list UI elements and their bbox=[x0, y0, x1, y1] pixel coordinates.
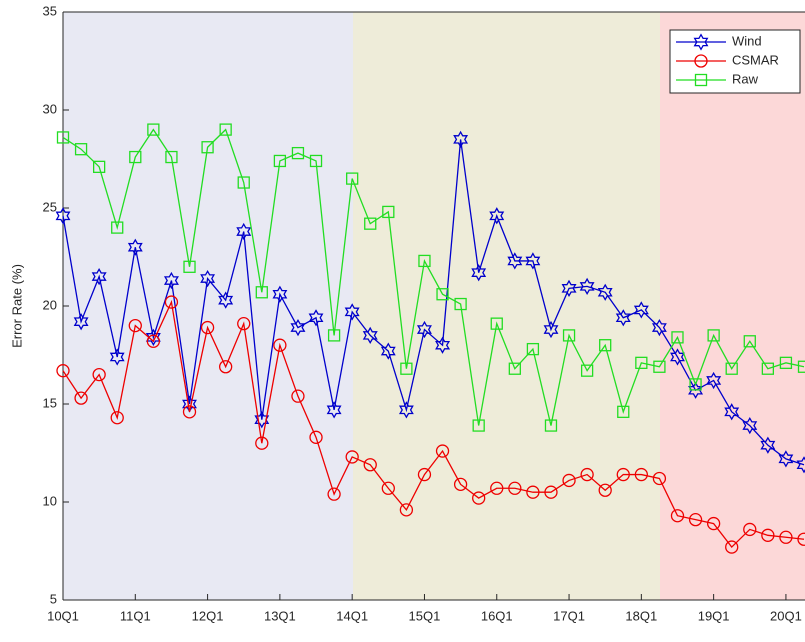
y-tick-label: 5 bbox=[50, 591, 57, 606]
x-tick-label: 15Q1 bbox=[409, 608, 441, 623]
x-tick-label: 18Q1 bbox=[625, 608, 657, 623]
legend-label: Raw bbox=[732, 71, 759, 86]
legend-label: Wind bbox=[732, 33, 762, 48]
x-tick-label: 19Q1 bbox=[698, 608, 730, 623]
y-tick-label: 20 bbox=[43, 297, 57, 312]
y-tick-label: 25 bbox=[43, 199, 57, 214]
x-tick-label: 11Q1 bbox=[120, 608, 151, 623]
y-tick-label: 35 bbox=[43, 3, 57, 18]
x-tick-label: 17Q1 bbox=[553, 608, 585, 623]
x-tick-label: 12Q1 bbox=[192, 608, 224, 623]
x-tick-label: 13Q1 bbox=[264, 608, 296, 623]
x-tick-label: 20Q1 bbox=[770, 608, 802, 623]
period-band bbox=[63, 12, 353, 600]
y-axis-label: Error Rate (%) bbox=[9, 264, 24, 348]
y-tick-label: 30 bbox=[43, 101, 57, 116]
x-tick-label: 16Q1 bbox=[481, 608, 513, 623]
legend-label: CSMAR bbox=[732, 52, 779, 67]
x-tick-label: 10Q1 bbox=[47, 608, 79, 623]
y-tick-label: 15 bbox=[43, 395, 57, 410]
x-tick-label: 14Q1 bbox=[336, 608, 368, 623]
y-tick-label: 10 bbox=[43, 493, 57, 508]
